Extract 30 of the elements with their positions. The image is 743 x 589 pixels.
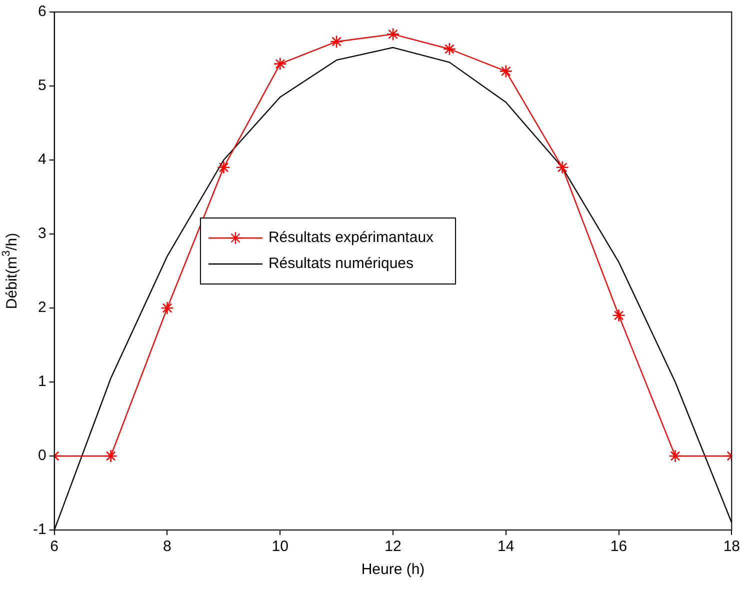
point	[104, 449, 118, 463]
y-tick-label: 2	[38, 299, 46, 316]
point	[499, 64, 513, 78]
y-tick-label: 3	[38, 225, 46, 242]
point	[612, 308, 626, 322]
x-tick-label: 6	[50, 538, 59, 556]
x-tick-label: 10	[272, 538, 288, 556]
y-tick-label: 0	[38, 447, 46, 464]
y-axis-title: Débit(m3/h)	[0, 232, 20, 310]
y-tick-label: 6	[38, 3, 46, 20]
x-tick-label: 12	[384, 538, 402, 556]
y-tick-label: 1	[38, 373, 46, 390]
point	[160, 301, 174, 315]
x-tick-label: 8	[163, 538, 172, 556]
legend-label: Résultats numériques	[268, 255, 414, 272]
y-tick-label: 4	[38, 151, 46, 168]
y-tick-label: 5	[38, 77, 46, 94]
point	[217, 160, 230, 174]
legend-label: Résultats expérimantaux	[268, 229, 434, 246]
x-axis-title: Heure (h)	[361, 561, 425, 578]
x-tick-label: 16	[610, 538, 628, 556]
point	[386, 28, 400, 41]
point	[556, 160, 569, 174]
x-tick-label: 18	[723, 538, 740, 556]
y-tick-label: -1	[32, 521, 46, 538]
point	[330, 34, 344, 48]
point	[273, 57, 287, 70]
point	[668, 449, 682, 463]
point	[442, 42, 456, 56]
x-tick-label: 14	[498, 538, 514, 556]
